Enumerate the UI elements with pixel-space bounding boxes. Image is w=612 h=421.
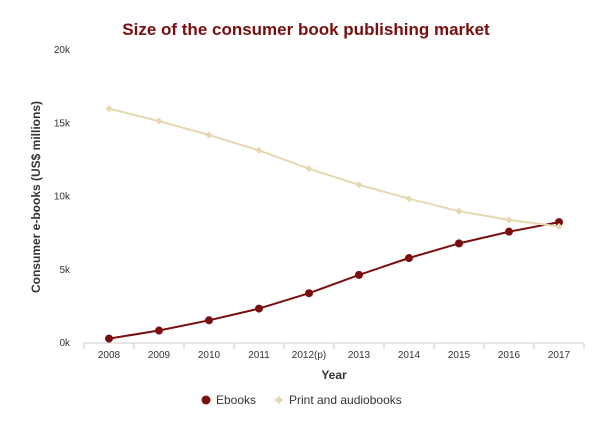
data-point — [105, 334, 113, 343]
data-point — [455, 207, 463, 215]
data-point — [305, 165, 313, 173]
chart-title: Size of the consumer book publishing mar… — [122, 20, 490, 39]
data-point — [155, 117, 163, 125]
data-point — [305, 289, 313, 298]
y-tick-label: 20k — [54, 45, 71, 56]
x-tick-label: 2012(p) — [292, 350, 326, 361]
data-point — [555, 223, 563, 231]
data-point — [205, 131, 213, 139]
x-tick-label: 2016 — [498, 350, 521, 361]
data-point — [555, 218, 563, 227]
legend-label: Ebooks — [216, 393, 256, 407]
y-axis-title: Consumer e-books (US$ millions) — [29, 101, 43, 293]
y-tick-label: 15k — [54, 118, 71, 129]
y-tick-label: 10k — [54, 192, 71, 203]
axes: 2008 2009 2010 2011 2012(p) 2013 2014 2015 2016 2… — [54, 45, 585, 361]
legend-marker — [275, 396, 283, 404]
x-tick-label: 2015 — [448, 350, 471, 361]
legend: Ebooks Print and audiobooks — [201, 393, 402, 407]
data-point — [505, 216, 513, 224]
data-point — [105, 105, 113, 113]
data-point — [505, 227, 513, 236]
x-tick-label: 2014 — [398, 350, 421, 361]
data-point — [205, 316, 213, 325]
x-tick-label: 2017 — [548, 350, 571, 361]
x-tick-label: 2008 — [98, 350, 121, 361]
x-tick-label: 2010 — [198, 350, 221, 361]
series-line-print-audiobooks — [108, 107, 560, 228]
legend-label: Print and audiobooks — [289, 393, 402, 407]
x-tick-label: 2009 — [148, 350, 171, 361]
data-point — [155, 326, 163, 335]
data-point — [255, 146, 263, 154]
x-tick-label: 2013 — [348, 350, 371, 361]
series-line-ebooks — [108, 221, 560, 340]
data-point — [255, 304, 263, 313]
x-tick-label: 2011 — [248, 350, 270, 361]
data-point — [405, 254, 413, 263]
data-point — [405, 195, 413, 203]
y-tick-label: 5k — [59, 265, 71, 276]
data-point — [355, 181, 363, 189]
x-axis-title: Year — [321, 368, 347, 382]
plot-area — [105, 105, 563, 343]
data-point — [455, 239, 463, 248]
legend-marker — [201, 395, 211, 405]
y-tick-label: 0k — [59, 338, 71, 349]
data-point — [355, 270, 363, 279]
